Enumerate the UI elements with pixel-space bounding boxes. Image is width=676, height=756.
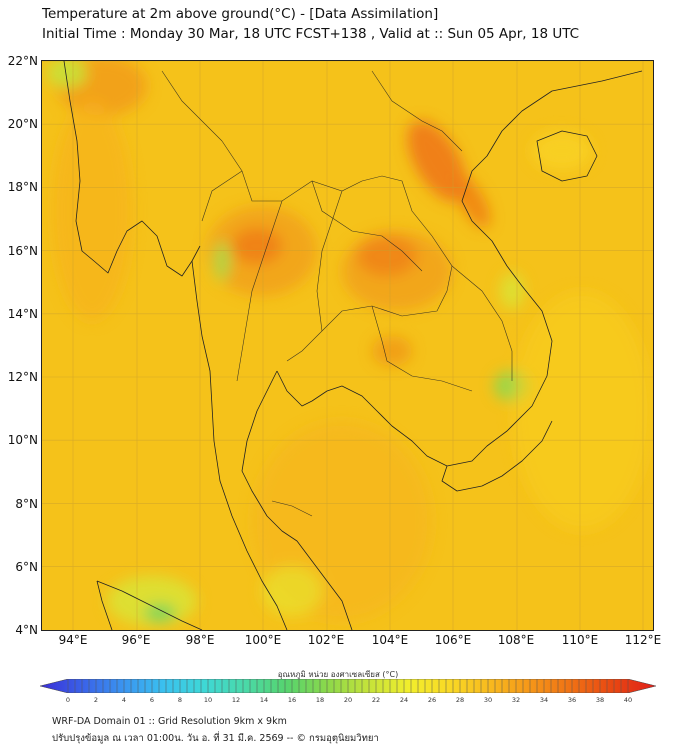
colorbar-tick-label: 2 xyxy=(93,696,99,704)
lat-label: 20°N xyxy=(7,117,38,131)
lat-label: 8°N xyxy=(15,497,38,511)
lat-lon-gridlines xyxy=(42,61,653,630)
temperature-field xyxy=(47,61,652,626)
lon-label: 108°E xyxy=(497,633,535,647)
lon-label: 100°E xyxy=(244,633,282,647)
colorbar-tick-label: 20 xyxy=(343,696,353,704)
lat-label: 22°N xyxy=(7,54,38,68)
lon-label: 112°E xyxy=(624,633,662,647)
colorbar-tick-label: 38 xyxy=(595,696,605,704)
lat-label: 10°N xyxy=(7,433,38,447)
lon-label: 102°E xyxy=(307,633,345,647)
footer-resolution: WRF-DA Domain 01 :: Grid Resolution 9km … xyxy=(52,716,287,727)
map-panel xyxy=(41,60,654,631)
colorbar-tick-label: 0 xyxy=(65,696,71,704)
colorbar-tick-label: 22 xyxy=(371,696,381,704)
colorbar-tick-label: 18 xyxy=(315,696,325,704)
lon-label: 94°E xyxy=(58,633,88,647)
lat-label: 18°N xyxy=(7,180,38,194)
country-borders xyxy=(161,70,513,517)
temperature-map xyxy=(42,61,653,630)
chart-subtitle: Initial Time : Monday 30 Mar, 18 UTC FCS… xyxy=(42,26,580,42)
lon-label: 104°E xyxy=(371,633,409,647)
colorbar-tick-label: 30 xyxy=(483,696,493,704)
chart-title: Temperature at 2m above ground(°C) - [Da… xyxy=(42,6,439,22)
colorbar-tick-label: 36 xyxy=(567,696,577,704)
colorbar-tick-label: 8 xyxy=(177,696,183,704)
colorbar-tick-label: 16 xyxy=(287,696,297,704)
colorbar-tick-label: 14 xyxy=(259,696,269,704)
colorbar-tick-label: 10 xyxy=(203,696,213,704)
colorbar-tick-label: 32 xyxy=(511,696,521,704)
colorbar-tick-label: 6 xyxy=(149,696,155,704)
lat-label: 14°N xyxy=(7,307,38,321)
lon-label: 98°E xyxy=(185,633,215,647)
lon-label: 106°E xyxy=(434,633,472,647)
colorbar-title: อุณหภูมิ หน่วย องศาเซลเซียส (°C) xyxy=(277,670,399,679)
colorbar-tick-label: 24 xyxy=(399,696,409,704)
colorbar-tick-label: 4 xyxy=(121,696,127,704)
colorbar xyxy=(40,679,656,693)
lat-label: 12°N xyxy=(7,370,38,384)
colorbar-tick-label: 26 xyxy=(427,696,437,704)
colorbar-tick-label: 34 xyxy=(539,696,549,704)
lat-label: 4°N xyxy=(15,623,38,637)
lon-label: 96°E xyxy=(121,633,151,647)
footer-updated: ปรับปรุงข้อมูล ณ เวลา 01:00น. วัน อ. ที่… xyxy=(52,733,379,744)
colorbar-tick-label: 40 xyxy=(623,696,633,704)
lat-label: 6°N xyxy=(15,560,38,574)
coastlines xyxy=(63,61,643,630)
colorbar-tick-label: 28 xyxy=(455,696,465,704)
lon-label: 110°E xyxy=(561,633,599,647)
lat-label: 16°N xyxy=(7,244,38,258)
colorbar-tick-label: 12 xyxy=(231,696,241,704)
